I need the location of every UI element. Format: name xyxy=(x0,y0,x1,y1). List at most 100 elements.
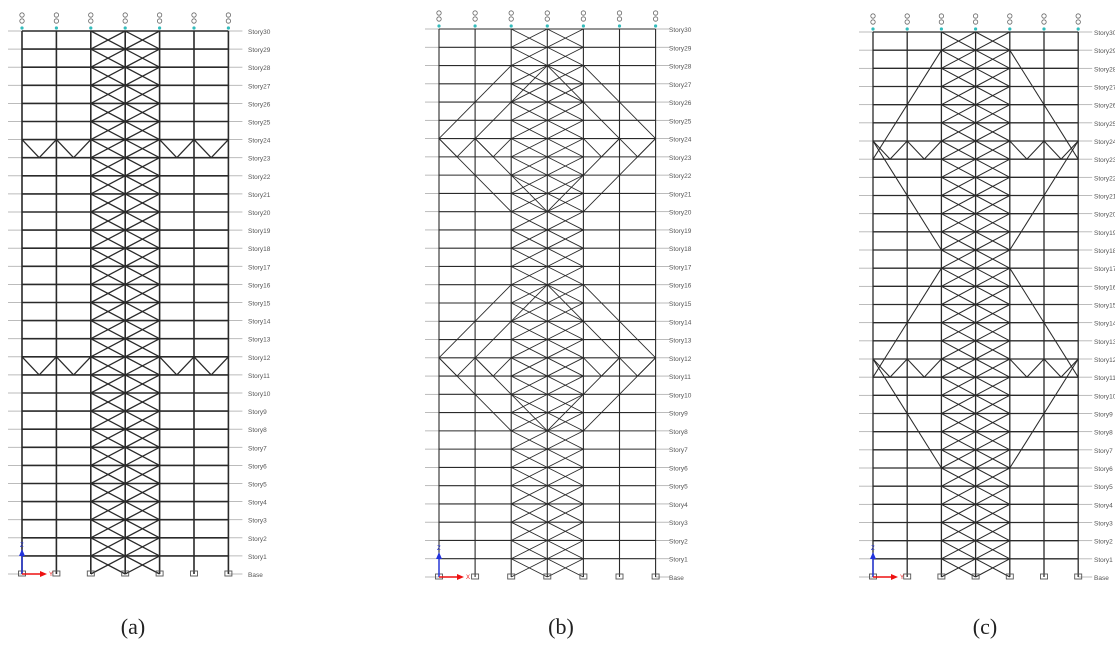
top-joint-icon xyxy=(158,26,162,30)
outrigger-zigzag xyxy=(619,138,638,158)
outrigger-diamond xyxy=(474,284,548,359)
outrigger-fan xyxy=(1009,49,1079,160)
story-label: Story9 xyxy=(1094,412,1113,419)
core-brace xyxy=(124,392,160,412)
outrigger-chevron xyxy=(1043,140,1062,160)
core-brace xyxy=(90,374,126,394)
top-joint-icon xyxy=(871,27,875,31)
story-label: Story19 xyxy=(1094,230,1115,237)
outrigger-chevron xyxy=(73,356,92,376)
top-joint-icon xyxy=(974,27,978,31)
core-brace xyxy=(547,302,584,322)
core-brace xyxy=(511,156,548,176)
core-brace xyxy=(511,485,548,505)
top-node-icon xyxy=(544,10,550,16)
top-node-icon xyxy=(652,10,659,16)
outrigger-chevron xyxy=(889,358,908,378)
story-label: Story28 xyxy=(669,64,692,71)
story-label: Story22 xyxy=(669,173,692,180)
axis-z-label: Z xyxy=(871,546,875,552)
top-node-icon xyxy=(652,16,659,22)
core-brace xyxy=(547,83,584,103)
outrigger-fan xyxy=(872,49,942,160)
story-label: Story12 xyxy=(1094,357,1115,364)
top-node-icon xyxy=(1007,19,1013,25)
core-brace xyxy=(547,485,584,505)
top-node-icon xyxy=(225,12,231,18)
story-label: Story19 xyxy=(248,228,271,235)
top-node-icon xyxy=(1007,13,1013,19)
core-brace xyxy=(90,519,126,539)
outrigger-diamond xyxy=(583,65,656,139)
core-brace xyxy=(90,229,126,249)
core-brace xyxy=(511,558,548,578)
top-node-icon xyxy=(870,13,876,19)
core-brace xyxy=(547,540,584,560)
story-label: Story24 xyxy=(248,138,271,145)
story-label: Story24 xyxy=(669,137,692,144)
core-brace xyxy=(547,65,584,85)
core-brace xyxy=(511,65,548,85)
core-brace xyxy=(547,375,584,395)
story-label: Story6 xyxy=(669,465,688,472)
core-brace xyxy=(124,229,160,249)
top-node-icon xyxy=(88,18,94,24)
top-joint-icon xyxy=(654,24,658,28)
core-brace xyxy=(941,267,976,287)
story-label: Story27 xyxy=(1094,85,1115,92)
core-brace xyxy=(511,375,548,395)
core-brace xyxy=(941,86,976,106)
story-label: Story25 xyxy=(1094,121,1115,128)
outrigger-zigzag xyxy=(583,357,602,377)
axis-horizontal-label: X xyxy=(466,575,470,581)
top-node-icon xyxy=(904,19,910,25)
core-brace xyxy=(941,122,976,142)
core-brace xyxy=(941,49,976,69)
top-joint-icon xyxy=(473,24,477,28)
core-brace xyxy=(547,503,584,523)
core-brace xyxy=(547,46,584,66)
story-label: Story15 xyxy=(669,301,692,308)
story-label: Story11 xyxy=(1094,375,1115,382)
core-brace xyxy=(941,158,976,178)
core-brace xyxy=(90,247,126,267)
core-brace xyxy=(941,249,976,269)
core-brace xyxy=(975,140,1011,160)
story-label: Base xyxy=(669,575,684,582)
core-brace xyxy=(90,193,126,213)
outrigger-chevron xyxy=(923,140,942,160)
top-joint-icon xyxy=(905,27,909,31)
outrigger-chevron xyxy=(55,139,75,159)
core-brace xyxy=(90,120,126,141)
core-brace xyxy=(511,28,548,48)
core-brace xyxy=(975,540,1011,560)
core-brace xyxy=(941,195,976,215)
top-node-icon xyxy=(88,12,94,18)
core-brace xyxy=(547,284,584,304)
caption-a: (a) xyxy=(120,614,146,639)
core-brace xyxy=(90,66,126,86)
top-node-icon xyxy=(1075,13,1081,19)
outrigger-chevron xyxy=(21,139,40,159)
core-brace xyxy=(941,340,976,360)
core-brace xyxy=(90,320,126,340)
core-brace xyxy=(90,265,126,285)
core-brace xyxy=(124,537,160,557)
outrigger-chevron xyxy=(906,358,925,378)
story-label: Story20 xyxy=(669,210,692,217)
core-brace xyxy=(90,428,126,448)
core-brace xyxy=(124,464,160,485)
core-brace xyxy=(511,521,548,541)
core-brace xyxy=(975,195,1011,215)
top-joint-icon xyxy=(1042,27,1046,31)
core-brace xyxy=(511,357,548,377)
story-label: Story17 xyxy=(1094,266,1115,273)
core-brace xyxy=(124,482,160,503)
core-brace xyxy=(941,558,976,578)
top-joint-icon xyxy=(545,24,549,28)
top-node-icon xyxy=(508,10,514,16)
story-label: Story30 xyxy=(248,29,271,36)
top-node-icon xyxy=(472,10,478,16)
story-label: Story16 xyxy=(669,283,692,290)
core-brace xyxy=(90,501,126,521)
